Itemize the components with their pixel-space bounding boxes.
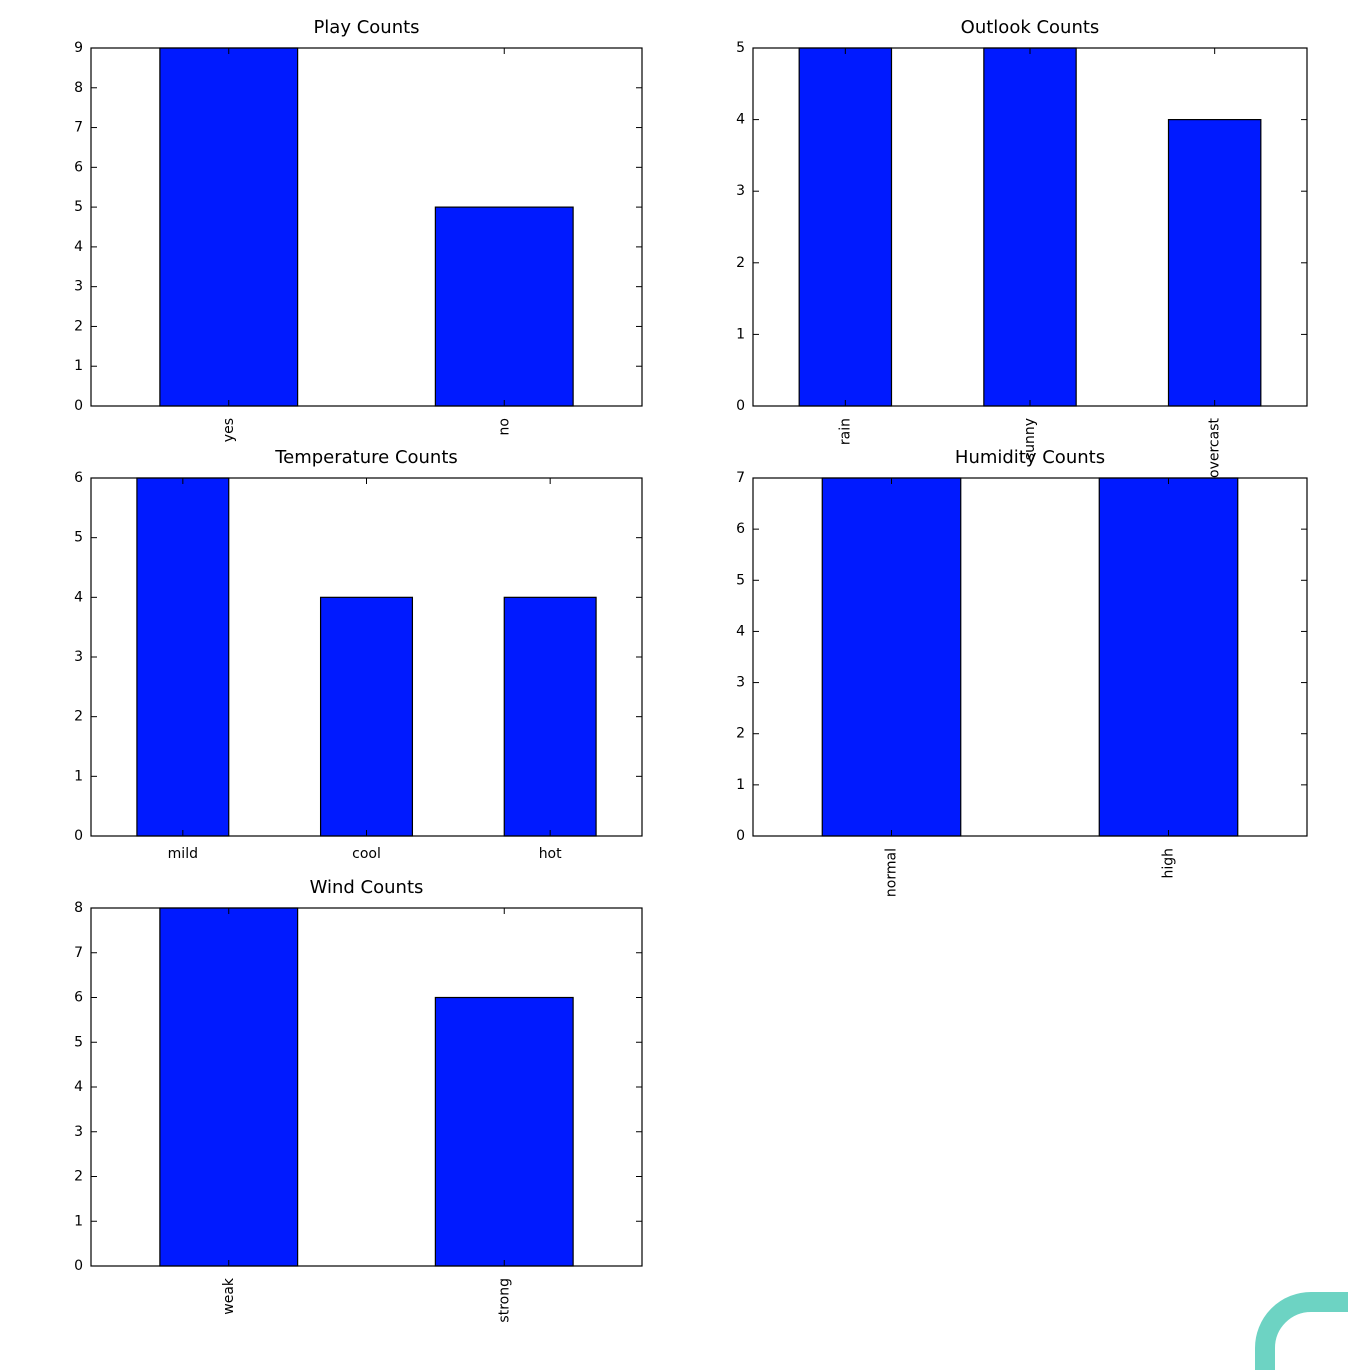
x-tick-label: yes (221, 418, 237, 442)
y-tick-label: 3 (74, 279, 83, 295)
y-tick-label: 9 (74, 40, 83, 56)
y-tick-label: 0 (74, 398, 83, 414)
bar (159, 47, 299, 407)
y-tick-label: 4 (74, 1079, 83, 1095)
y-tick-label: 8 (74, 80, 83, 96)
y-tick-label: 5 (74, 1034, 83, 1050)
y-tick-label: 4 (74, 239, 83, 255)
y-tick-label: 4 (74, 589, 83, 605)
y-tick-label: 4 (736, 112, 745, 128)
y-tick-label: 8 (74, 900, 83, 916)
y-tick-label: 6 (736, 521, 745, 537)
bar (983, 47, 1077, 407)
y-tick-label: 0 (74, 1258, 83, 1274)
x-tick-label: weak (221, 1277, 237, 1315)
y-tick-label: 2 (736, 255, 745, 271)
y-tick-label: 6 (74, 470, 83, 486)
y-tick-label: 4 (736, 623, 745, 639)
chart-title: Wind Counts (310, 877, 424, 898)
corner-decoration (1255, 1292, 1348, 1370)
bar (798, 47, 893, 407)
chart-title: Humidity Counts (955, 447, 1105, 468)
y-tick-label: 0 (736, 398, 745, 414)
y-tick-label: 2 (74, 318, 83, 334)
y-tick-label: 1 (736, 326, 745, 342)
x-tick-label: mild (168, 846, 198, 862)
y-tick-label: 0 (736, 828, 745, 844)
bar (434, 996, 574, 1267)
y-tick-label: 5 (74, 530, 83, 546)
bar (1098, 477, 1239, 837)
chart-title: Temperature Counts (274, 447, 458, 468)
y-tick-label: 2 (74, 709, 83, 725)
axes-frame (752, 477, 1308, 837)
y-tick-label: 1 (736, 777, 745, 793)
x-tick-label: high (1161, 848, 1177, 879)
y-tick-label: 3 (74, 649, 83, 665)
bar (159, 907, 299, 1267)
x-tick-label: strong (496, 1278, 512, 1323)
x-tick-label: hot (539, 846, 562, 862)
bar (503, 596, 597, 837)
y-tick-label: 6 (74, 159, 83, 175)
y-tick-label: 0 (74, 828, 83, 844)
bar (821, 477, 962, 837)
y-tick-label: 1 (74, 358, 83, 374)
x-tick-label: cool (352, 846, 381, 862)
y-tick-label: 6 (74, 990, 83, 1006)
y-tick-label: 1 (74, 1213, 83, 1229)
y-tick-label: 2 (736, 726, 745, 742)
axes-frame (90, 47, 643, 407)
y-tick-label: 7 (736, 470, 745, 486)
y-tick-label: 5 (736, 40, 745, 56)
y-tick-label: 7 (74, 945, 83, 961)
y-tick-label: 5 (736, 572, 745, 588)
x-tick-label: rain (837, 418, 853, 445)
bar (136, 477, 230, 837)
y-tick-label: 3 (736, 183, 745, 199)
y-tick-label: 5 (74, 199, 83, 215)
chart-title: Outlook Counts (961, 17, 1100, 38)
x-tick-label: no (496, 418, 512, 435)
y-tick-label: 2 (74, 1169, 83, 1185)
bar (319, 596, 414, 837)
y-tick-label: 3 (736, 675, 745, 691)
bar (1167, 118, 1262, 407)
y-tick-label: 3 (74, 1124, 83, 1140)
x-tick-label: normal (884, 848, 900, 897)
x-tick-label: sunny (1022, 418, 1038, 460)
x-tick-label: overcast (1207, 418, 1223, 478)
y-tick-label: 7 (74, 120, 83, 136)
chart-title: Play Counts (313, 17, 419, 38)
y-tick-label: 1 (74, 768, 83, 784)
bar (434, 206, 574, 407)
